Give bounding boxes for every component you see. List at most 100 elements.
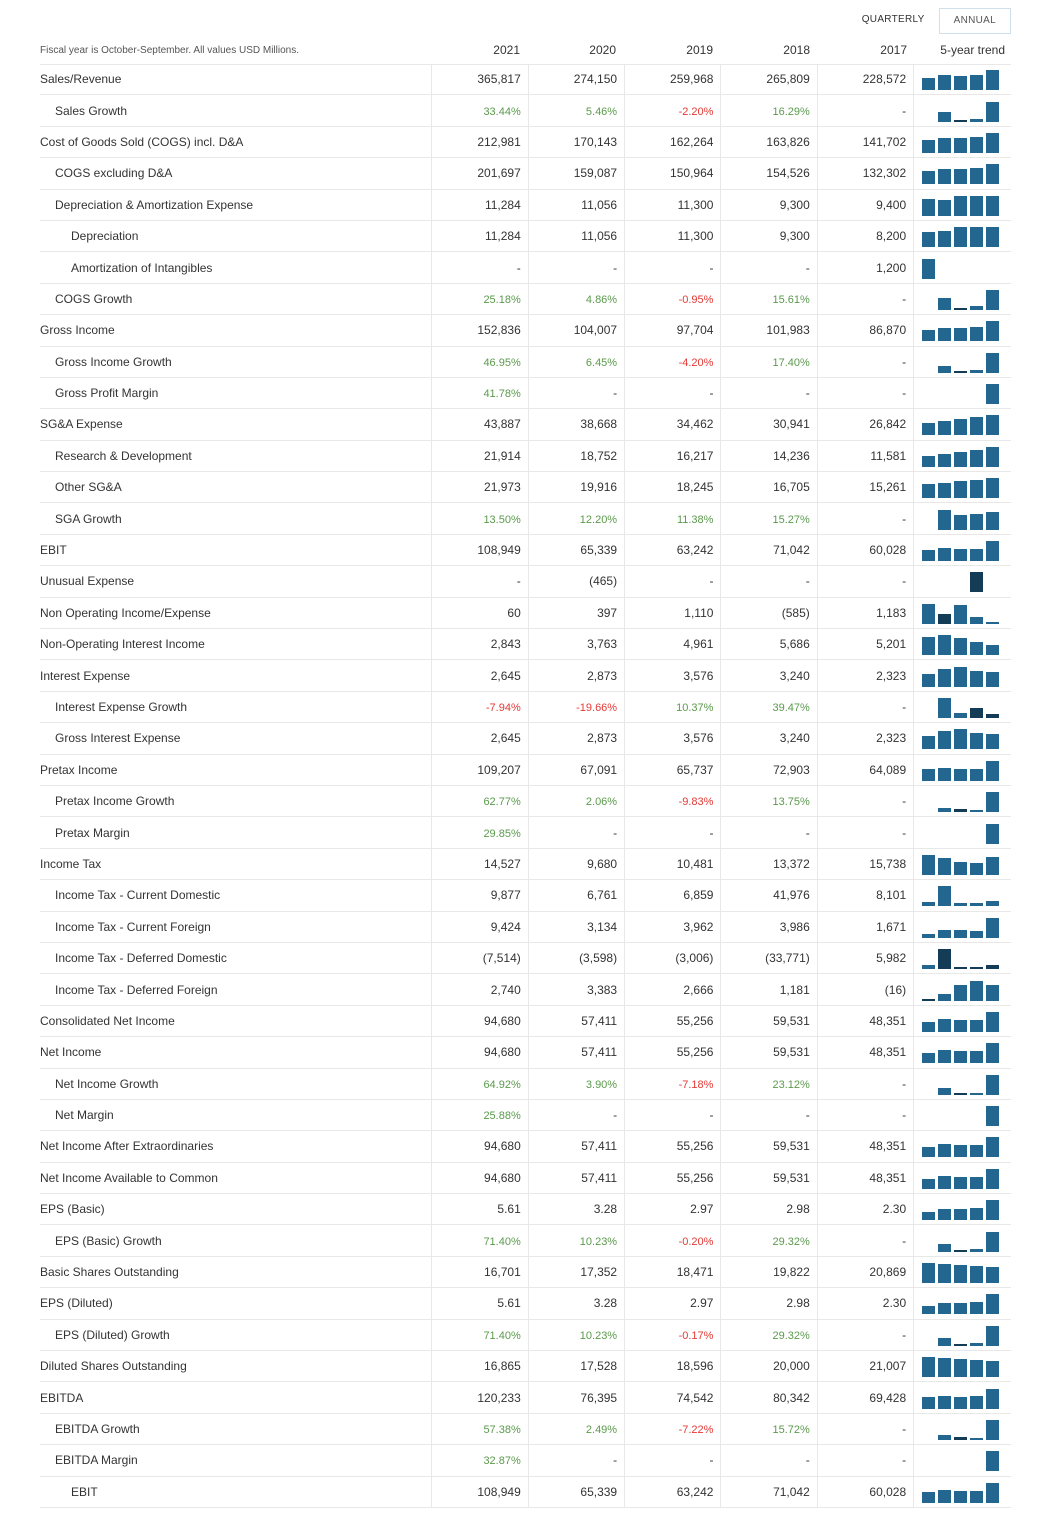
value: 2,740 — [490, 982, 521, 997]
value: 3,962 — [683, 919, 714, 934]
value: -9.83% — [678, 796, 714, 809]
value: 21,914 — [484, 448, 521, 463]
trend-bar — [954, 1051, 968, 1064]
value: - — [902, 511, 907, 526]
value-cell: 16.29% — [720, 94, 818, 127]
value: 86,870 — [869, 323, 907, 338]
value: 16,865 — [484, 1359, 521, 1374]
trend-header: 5-year trend — [940, 43, 1005, 57]
trend-bar — [922, 933, 936, 938]
value-cell: 17,528 — [527, 1350, 625, 1383]
value: 1,671 — [876, 919, 907, 934]
trend-bar — [986, 1168, 1000, 1189]
value: 3,576 — [683, 668, 714, 683]
value: 212,981 — [477, 134, 521, 149]
value-cell: 48,351 — [816, 1036, 914, 1069]
value-cell: 57,411 — [527, 1005, 625, 1038]
trend-chart — [914, 100, 1011, 122]
annual-button[interactable]: ANNUAL — [938, 8, 1011, 34]
value-cell: 152,836 — [431, 314, 529, 347]
trend-bar — [922, 423, 936, 436]
value: 3,576 — [683, 731, 714, 746]
value: 60 — [507, 605, 521, 620]
row-label: Gross Income Growth — [55, 354, 172, 369]
value-cell: 2.06% — [527, 785, 625, 818]
trend-bar — [938, 421, 952, 436]
value-cell: 9,400 — [816, 189, 914, 221]
value-cell: 15,261 — [816, 471, 914, 504]
row-label: Basic Shares Outstanding — [40, 1265, 179, 1280]
value-cell: - — [624, 565, 721, 598]
value: -2.20% — [678, 105, 714, 118]
trend-chart — [914, 445, 1011, 467]
value: 2,873 — [587, 731, 618, 746]
trend-cell — [913, 597, 1011, 630]
value: - — [902, 825, 907, 840]
trend-chart — [914, 162, 1011, 185]
value-cell: 30,941 — [720, 408, 818, 441]
trend-bar — [986, 541, 1000, 562]
value: 365,817 — [477, 72, 521, 87]
value: 11,056 — [581, 229, 618, 244]
value: 2,323 — [876, 731, 907, 746]
trend-bar — [938, 453, 952, 467]
trend-bar — [938, 1434, 952, 1440]
value: 76,395 — [580, 1390, 618, 1405]
value: 60,028 — [869, 1484, 907, 1499]
trend-bar — [954, 195, 968, 216]
value-cell: 132,302 — [816, 157, 914, 190]
value: 2.49% — [585, 1423, 618, 1436]
trend-bar — [954, 1343, 968, 1346]
value-cell: 94,680 — [431, 1162, 529, 1195]
trend-cell — [913, 1256, 1011, 1289]
trend-bar — [954, 1436, 968, 1440]
trend-bar — [986, 1200, 1000, 1221]
value: 57.38% — [483, 1423, 521, 1436]
trend-bar — [922, 1491, 936, 1503]
value-cell: 59,531 — [720, 1036, 818, 1069]
value-cell: 57,411 — [527, 1130, 625, 1163]
value: - — [902, 1233, 907, 1248]
trend-bar — [938, 483, 952, 499]
table-row: SGA Growth 13.50% 12.20% 11.38% 15.27% - — [40, 502, 1011, 535]
trend-bar — [986, 1106, 1000, 1127]
trend-bar — [986, 1388, 1000, 1409]
trend-bar — [970, 1092, 984, 1095]
trend-bar — [986, 645, 1000, 656]
row-label: EPS (Basic) Growth — [55, 1233, 162, 1248]
row-label: Research & Development — [55, 448, 192, 463]
table-row: EBITDA Margin 32.87% - - - - — [40, 1444, 1011, 1477]
value: 29.32% — [772, 1235, 810, 1248]
trend-bar — [922, 1147, 936, 1158]
value-cell: - — [624, 377, 721, 410]
trend-chart — [914, 1073, 1011, 1095]
trend-bar — [970, 930, 984, 938]
value: 1,200 — [876, 260, 907, 275]
trend-bar — [970, 1342, 984, 1346]
trend-bar — [970, 616, 984, 624]
value-cell: 2.30 — [816, 1287, 914, 1320]
value-cell: 9,424 — [431, 911, 529, 943]
value: 64,089 — [869, 762, 907, 777]
trend-chart — [914, 225, 1011, 248]
table-row: Income Tax - Deferred Foreign 2,740 3,383 2… — [40, 973, 1011, 1006]
value: 5.46% — [585, 105, 618, 118]
value-cell: 212,981 — [431, 126, 529, 159]
trend-bar — [922, 1212, 936, 1221]
trend-bar — [986, 792, 1000, 813]
trend-bar — [938, 297, 952, 310]
value-cell: 259,968 — [624, 64, 721, 96]
value-cell: - — [816, 1068, 914, 1100]
trend-bar — [922, 330, 936, 342]
value-cell: 2.30 — [816, 1193, 914, 1226]
value-cell: 3,576 — [624, 659, 721, 692]
trend-cell — [913, 220, 1011, 253]
value-cell: 71,042 — [720, 534, 818, 567]
trend-bar — [954, 604, 968, 624]
table-row: Net Income After Extraordinaries 94,680 57… — [40, 1130, 1011, 1163]
quarterly-button[interactable]: QUARTERLY — [861, 14, 925, 25]
value-cell: 5.61 — [431, 1193, 529, 1226]
value-cell: 2.98 — [720, 1287, 818, 1320]
trend-chart — [914, 1292, 1011, 1315]
value: 18,471 — [676, 1265, 714, 1280]
